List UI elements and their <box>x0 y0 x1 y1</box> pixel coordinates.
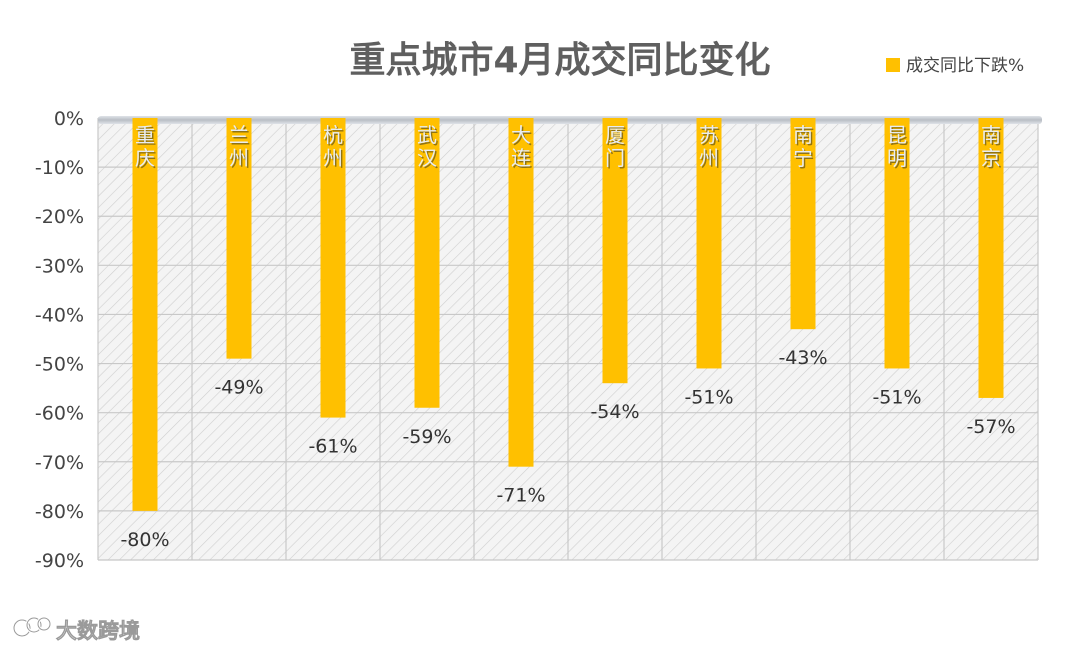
category-label-shadow: 兰 <box>231 125 251 149</box>
y-tick-label: -90% <box>35 550 84 572</box>
category-label-shadow: 庆 <box>137 148 157 172</box>
category-label-char: 庆 <box>135 146 155 170</box>
category-label-char: 州 <box>699 146 719 170</box>
bar <box>696 118 722 369</box>
bar <box>226 118 252 359</box>
category-label-shadow: 门 <box>607 148 627 172</box>
y-tick-label: -60% <box>35 403 84 425</box>
category-label-char: 南 <box>981 123 1001 147</box>
category-label-shadow: 宁 <box>795 148 815 172</box>
category-label-char: 厦 <box>605 123 625 147</box>
category-label-char: 杭 <box>323 123 343 147</box>
watermark: 大数跨境 <box>12 616 140 643</box>
legend-swatch <box>886 58 900 72</box>
category-label-shadow: 厦 <box>607 125 627 149</box>
bar <box>978 118 1004 398</box>
watermark-logo-icon <box>12 616 52 638</box>
y-tick-label: -10% <box>35 157 84 179</box>
category-label-char: 重 <box>135 123 155 147</box>
bar <box>320 118 346 418</box>
category-label-char: 兰 <box>229 123 249 147</box>
y-tick-label: -40% <box>35 304 84 326</box>
category-label-char: 州 <box>323 146 343 170</box>
category-label-shadow: 明 <box>889 148 909 172</box>
category-label-char: 昆 <box>887 123 907 147</box>
y-tick-label: 0% <box>54 108 84 130</box>
bar <box>132 118 158 511</box>
data-label: -57% <box>966 416 1015 438</box>
category-label-char: 南 <box>793 123 813 147</box>
y-tick-label: -30% <box>35 255 84 277</box>
data-label: -49% <box>214 377 263 399</box>
data-label: -51% <box>872 386 921 408</box>
data-label: -51% <box>684 386 733 408</box>
bar <box>884 118 910 369</box>
data-label: -54% <box>590 401 639 423</box>
watermark-text: 大数跨境 <box>56 619 140 643</box>
y-axis: 0% -10% -20% -30% -40% -50% -60% -70% -80% -90% <box>35 108 84 572</box>
category-label-char: 明 <box>887 146 907 170</box>
category-label-shadow: 州 <box>701 148 721 172</box>
category-label-char: 大 <box>511 123 531 147</box>
category-label-char: 门 <box>605 146 625 170</box>
category-label-shadow: 苏 <box>701 125 721 149</box>
y-tick-label: -50% <box>35 354 84 376</box>
category-label-char: 苏 <box>699 123 719 147</box>
category-label-char: 汉 <box>417 146 437 170</box>
category-label-shadow: 连 <box>513 148 533 172</box>
category-label-char: 连 <box>511 146 531 170</box>
bar <box>790 118 816 330</box>
data-label: -80% <box>120 529 169 551</box>
category-label-char: 京 <box>981 146 1001 170</box>
category-label-char: 州 <box>229 146 249 170</box>
data-label: -61% <box>308 436 357 458</box>
category-label-shadow: 京 <box>983 148 1003 172</box>
category-label-shadow: 汉 <box>419 148 439 172</box>
category-label-shadow: 州 <box>231 148 251 172</box>
bar <box>414 118 440 408</box>
category-label-shadow: 杭 <box>325 125 345 149</box>
y-tick-label: -80% <box>35 501 84 523</box>
category-label-char: 宁 <box>793 146 813 170</box>
data-label: -59% <box>402 426 451 448</box>
category-label-shadow: 南 <box>795 125 815 149</box>
legend: 成交同比下跌% <box>886 56 1024 76</box>
bar <box>508 118 534 467</box>
chart-title: 重点城市4月成交同比变化 <box>349 39 770 81</box>
category-label-shadow: 州 <box>325 148 345 172</box>
category-label-shadow: 昆 <box>889 125 909 149</box>
category-label-shadow: 武 <box>419 125 439 149</box>
category-label-char: 武 <box>417 123 437 147</box>
y-tick-label: -20% <box>35 206 84 228</box>
category-label-shadow: 重 <box>137 125 157 149</box>
legend-label: 成交同比下跌% <box>906 56 1024 76</box>
category-label-shadow: 南 <box>983 125 1003 149</box>
data-label: -43% <box>778 347 827 369</box>
data-label: -71% <box>496 485 545 507</box>
bar <box>602 118 628 384</box>
y-tick-label: -70% <box>35 452 84 474</box>
category-label-shadow: 大 <box>513 125 533 149</box>
